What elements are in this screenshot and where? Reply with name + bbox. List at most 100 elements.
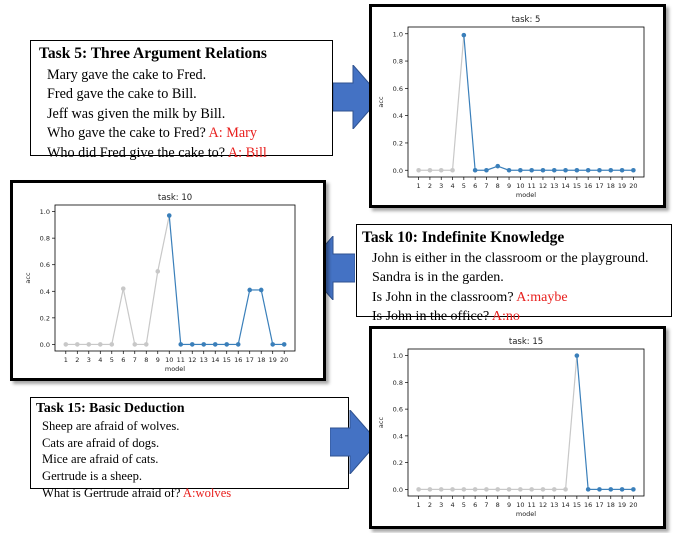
data-point <box>608 487 614 492</box>
data-point <box>563 167 568 173</box>
story-line: Gertrude is a sheep. <box>42 469 143 484</box>
x-tick-label: 5 <box>462 501 466 509</box>
y-tick-label: 0.4 <box>40 288 50 296</box>
series-segment <box>451 35 465 171</box>
x-tick-label: 7 <box>484 501 488 509</box>
story-line: Mice are afraid of cats. <box>42 452 159 467</box>
y-tick-label: 0.2 <box>393 139 403 147</box>
data-point <box>132 342 138 347</box>
x-tick-label: 8 <box>496 501 500 509</box>
x-tick-label: 5 <box>110 356 114 364</box>
data-point <box>631 487 636 492</box>
x-tick-label: 8 <box>144 356 148 364</box>
task-10-box: Task 10: Indefinite Knowledge John is ei… <box>356 224 672 324</box>
series-segment <box>111 288 124 345</box>
x-axis-label: model <box>516 510 536 518</box>
data-point <box>506 167 512 173</box>
task-5-box: Task 5: Three Argument Relations Mary ga… <box>30 40 333 161</box>
y-tick-label: 1.0 <box>40 208 50 216</box>
y-axis-label: acc <box>24 272 32 284</box>
story-line: Sheep are afraid of wolves. <box>42 418 180 433</box>
data-point <box>63 342 69 347</box>
data-point <box>574 167 580 173</box>
x-tick-label: 9 <box>507 182 511 190</box>
data-point <box>529 487 534 492</box>
data-point <box>97 342 103 347</box>
x-tick-label: 4 <box>450 182 454 190</box>
x-tick-label: 20 <box>629 182 637 190</box>
chart-task-15: task: 150.00.20.40.60.81.01 2 3 4 5 6 7 8 9 10 11 1… <box>377 337 645 518</box>
data-point <box>574 353 580 358</box>
x-tick-label: 17 <box>595 501 603 509</box>
data-point <box>450 167 455 173</box>
chart-task-10-frame: task: 10 0.0 0.2 0.4 0.6 0.8 1.0 1 2 3 4 5 6 7 8 9 10 11 1… <box>10 180 326 381</box>
y-tick-label: 1.0 <box>393 352 403 360</box>
x-tick-label: 6 <box>473 501 477 509</box>
y-tick-label: 1.0 <box>393 30 403 38</box>
x-tick-label: 4 <box>450 501 454 509</box>
x-tick-label: 18 <box>257 356 265 364</box>
chart-title: task: 10 <box>158 193 192 203</box>
x-tick-label: 6 <box>473 182 477 190</box>
x-tick-label: 12 <box>188 356 196 364</box>
x-tick-label: 9 <box>156 356 160 364</box>
data-point <box>281 342 287 347</box>
data-point <box>74 342 80 347</box>
y-tick-label: 0.8 <box>393 58 403 66</box>
task-title: Task 5: Three Argument Relations <box>39 45 267 62</box>
x-tick-label: 15 <box>573 501 581 509</box>
data-point <box>416 487 421 492</box>
data-point <box>484 487 489 492</box>
x-tick-label: 14 <box>561 501 569 509</box>
task-title: Task 10: Indefinite Knowledge <box>362 229 565 246</box>
answer: A:no <box>491 309 520 324</box>
data-point <box>551 167 557 173</box>
series-segment <box>145 271 159 345</box>
x-tick-label: 14 <box>561 182 569 190</box>
x-tick-label: 3 <box>439 182 443 190</box>
data-point <box>427 487 433 492</box>
data-point <box>631 167 636 173</box>
x-tick-label: 18 <box>607 501 615 509</box>
y-tick-label: 0.0 <box>40 341 50 349</box>
data-point <box>495 487 501 492</box>
question-line: What is Gertrude afraid of? A:wolves <box>42 485 232 500</box>
story-line: Fred gave the cake to Bill. <box>47 86 197 102</box>
story-line: Cats are afraid of dogs. <box>42 435 160 450</box>
data-point <box>143 342 149 347</box>
x-tick-label: 15 <box>573 182 581 190</box>
data-point <box>619 167 625 173</box>
story-line: Sandra is in the garden. <box>372 270 504 285</box>
data-point <box>540 167 546 173</box>
data-point <box>270 342 276 347</box>
x-tick-label: 17 <box>246 356 254 364</box>
y-tick-label: 0.8 <box>40 235 50 243</box>
x-tick-label: 11 <box>177 356 185 364</box>
x-tick-label: 7 <box>133 356 137 364</box>
series-segment <box>260 289 274 345</box>
question-line: Who gave the cake to Fred? A: Mary <box>47 125 257 141</box>
question-line: Who did Fred give the cake to? A: Bill <box>47 144 267 161</box>
y-axis-label: acc <box>377 96 385 108</box>
x-tick-label: 19 <box>618 182 626 190</box>
data-point <box>608 167 614 173</box>
x-tick-label: 10 <box>165 356 173 364</box>
task-title: Task 15: Basic Deduction <box>36 400 185 415</box>
x-tick-label: 15 <box>223 356 231 364</box>
data-point <box>189 342 195 347</box>
x-tick-label: 9 <box>507 501 511 509</box>
data-point <box>597 167 602 173</box>
task-15-box: Task 15: Basic Deduction Sheep are afrai… <box>30 397 349 500</box>
chart-title: task: 5 <box>512 15 541 25</box>
x-tick-label: 19 <box>269 356 277 364</box>
series-segment <box>564 355 578 490</box>
y-tick-label: 0.0 <box>393 167 403 175</box>
y-tick-label: 0.2 <box>393 459 403 467</box>
series-segment <box>168 215 182 345</box>
data-point <box>484 167 489 173</box>
y-axis-label: acc <box>377 417 385 429</box>
data-point <box>585 487 591 492</box>
x-tick-label: 16 <box>234 356 242 364</box>
data-point <box>551 487 557 492</box>
y-tick-label: 0.0 <box>393 486 403 494</box>
